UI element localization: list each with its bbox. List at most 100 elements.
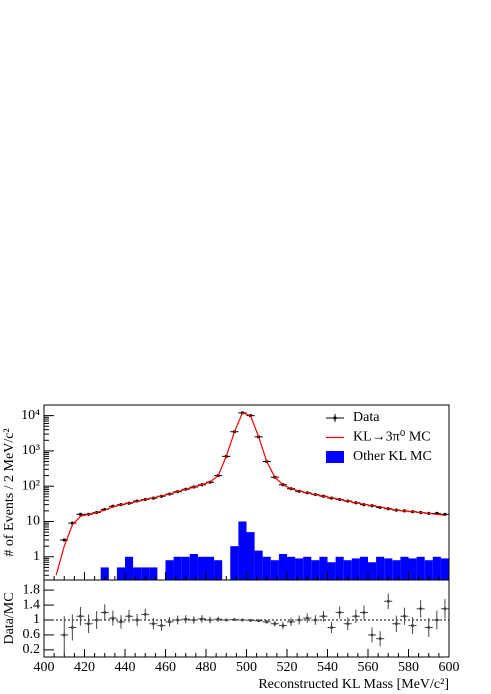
bar (181, 556, 190, 580)
bar (359, 556, 368, 580)
bar (424, 560, 433, 580)
bar (343, 560, 352, 580)
y-tick-label: 1 (33, 549, 40, 564)
ratio-point (378, 637, 382, 641)
x-tick-label: 440 (115, 660, 136, 675)
y-tick-label: 10² (22, 478, 40, 493)
x-tick-label: 540 (317, 660, 338, 675)
bar (173, 556, 182, 580)
ratio-point (103, 611, 107, 615)
ratio-point (419, 607, 423, 611)
plot-area (44, 593, 449, 654)
bar (133, 567, 142, 580)
bar (141, 567, 150, 580)
ratio-point (443, 607, 447, 611)
bar (400, 556, 409, 580)
bar (230, 546, 239, 580)
bar (246, 532, 255, 580)
ratio-point (224, 618, 228, 622)
ratio-point (289, 620, 293, 624)
ratio-point (265, 620, 269, 624)
ratio-point (297, 618, 301, 622)
bar (440, 558, 449, 580)
y-tick-label: 1.4 (23, 597, 41, 612)
bar (165, 560, 174, 580)
bar (408, 558, 417, 580)
y-tick-label: 0.2 (23, 642, 41, 657)
y-tick-label: 1 (33, 612, 40, 627)
legend-label: KL→3π⁰ MC (353, 430, 431, 445)
frame (43, 579, 450, 658)
x-tick-label: 400 (34, 660, 55, 675)
ratio-point (87, 622, 91, 626)
bar (270, 560, 279, 580)
ratio-point (321, 614, 325, 618)
y-tick-label: 10⁴ (21, 408, 40, 423)
bar (238, 521, 247, 580)
ratio-point (354, 614, 358, 618)
ratio-point (386, 599, 390, 603)
y-tick-label: 1.8 (23, 582, 41, 597)
bar (416, 556, 425, 580)
bar (376, 556, 385, 580)
bar (287, 556, 296, 580)
ratio-point (394, 622, 398, 626)
mc-line (55, 412, 446, 576)
x-tick-label: 560 (358, 660, 379, 675)
ratio-point (159, 624, 163, 628)
ratio-point (127, 614, 131, 618)
ratio-point (281, 624, 285, 628)
ratio-point (257, 619, 261, 623)
x-tick-label: 420 (74, 660, 95, 675)
x-tick-label: 460 (155, 660, 176, 675)
data-point (62, 538, 66, 542)
y-tick-label: 10 (26, 514, 40, 529)
legend-marker (333, 416, 337, 420)
ratio-point (411, 624, 415, 628)
ratio-point (143, 612, 147, 616)
ratio-point (70, 625, 74, 629)
ratio-point (135, 618, 139, 622)
ratio-point (208, 618, 212, 622)
bar (311, 560, 320, 580)
bar (432, 556, 441, 580)
y-tick-label: 10³ (22, 443, 40, 458)
ratio-point (240, 618, 244, 622)
data-point (78, 512, 83, 516)
ratio-point (330, 625, 334, 629)
ratio-point (184, 617, 188, 621)
bar (368, 562, 377, 580)
ratio-point (313, 618, 317, 622)
bar (254, 550, 263, 580)
ratio-point (427, 625, 431, 629)
ratio-point (346, 622, 350, 626)
legend-label: Data (353, 410, 380, 425)
ratio-point (119, 620, 123, 624)
bar (351, 558, 360, 580)
ratio-point (370, 633, 374, 637)
ratio-point (435, 618, 439, 622)
x-tick-label: 500 (236, 660, 257, 675)
bar (206, 556, 215, 580)
ratio-point (249, 618, 253, 622)
bar (295, 558, 304, 580)
bar (149, 567, 158, 580)
ratio-point (176, 618, 180, 622)
bar (384, 558, 393, 580)
x-axis-title: Reconstructed KL Mass [MeV/c²] (258, 677, 449, 692)
x-tick-label: 580 (398, 660, 419, 675)
bar (189, 553, 198, 580)
y-axis-title: # of Events / 2 MeV/c² (2, 428, 17, 556)
bar (262, 556, 271, 580)
ratio-point (200, 617, 204, 621)
ratio-point (232, 618, 236, 622)
x-tick-label: 520 (277, 660, 298, 675)
bar (116, 567, 125, 580)
ratio-point (402, 614, 406, 618)
bar (197, 556, 206, 580)
legend-label: Other KL MC (353, 449, 432, 464)
bar (303, 556, 312, 580)
ratio-point (111, 616, 115, 620)
y-axis-title: Data/MC (2, 592, 17, 644)
